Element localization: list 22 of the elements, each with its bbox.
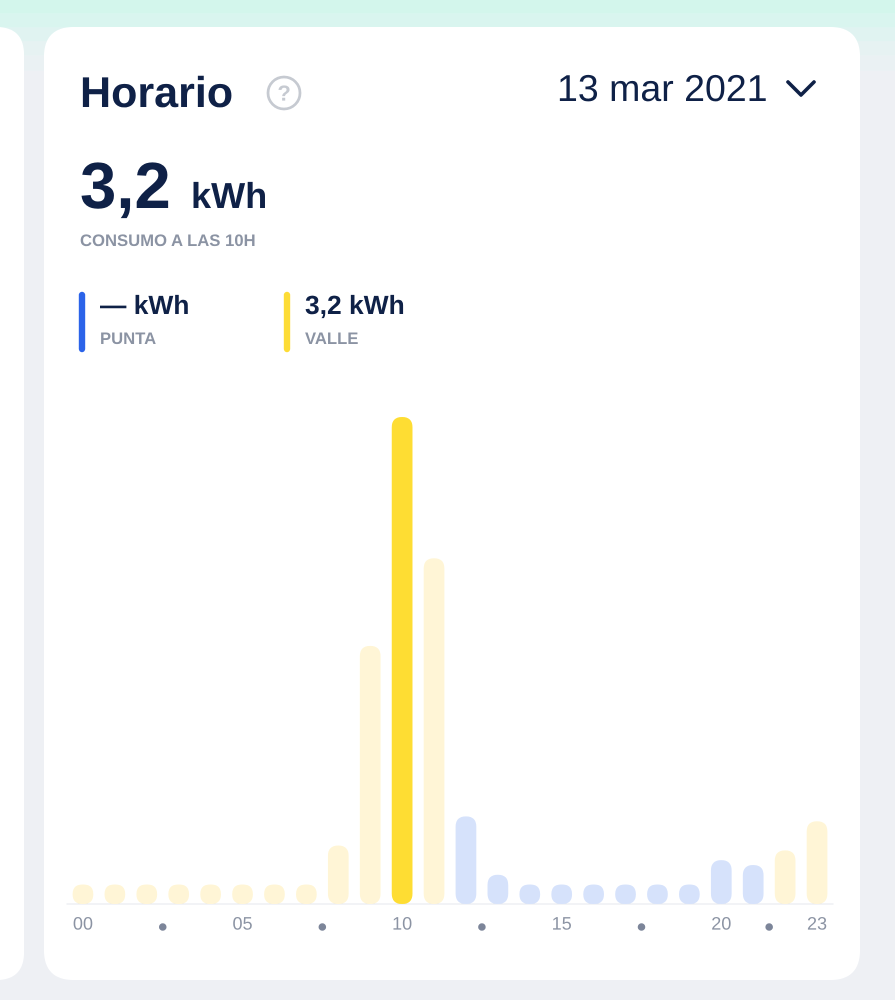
bar (328, 846, 349, 904)
bar (456, 816, 476, 904)
x-tick-label: 20 (712, 916, 731, 930)
bar (774, 850, 796, 904)
x-tick-label: 05 (233, 916, 252, 930)
text: 3,2 (82, 162, 168, 218)
x-tick-label: 15 (553, 917, 571, 930)
x-tick-label: 10 (393, 916, 412, 930)
bar (806, 821, 828, 904)
text: CONSUMO A LAS 10H (80, 234, 254, 246)
x-tick-label: 00 (74, 916, 92, 930)
text: PUNTA (101, 332, 156, 344)
bar (424, 558, 444, 904)
bar (392, 417, 412, 904)
bar (360, 646, 381, 904)
text: — kWh (100, 294, 188, 314)
x-tick-label: 23 (808, 916, 826, 930)
text: 3,2 kWh (306, 294, 404, 318)
chart-title: Horario (82, 76, 232, 108)
chart-subtitle: 13 mar 2021 (560, 74, 766, 102)
text: kWh (194, 182, 265, 208)
text: VALLE (305, 332, 358, 344)
